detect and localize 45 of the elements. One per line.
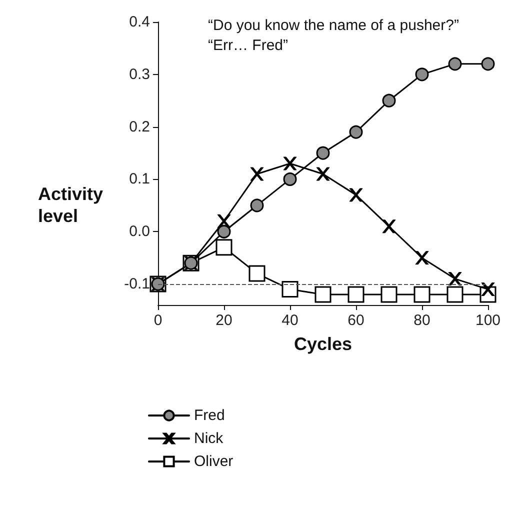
point (415, 68, 429, 82)
x-tick-label: 80 (414, 312, 430, 329)
legend-label: Fred (194, 407, 225, 424)
point (349, 125, 363, 139)
legend-label: Oliver (194, 453, 234, 470)
annotation: “Err… Fred” (208, 37, 288, 54)
point (382, 220, 396, 234)
point (316, 167, 330, 181)
point (217, 224, 231, 238)
y-axis-title: Activity level (38, 184, 104, 226)
point (349, 188, 363, 202)
point (250, 167, 264, 181)
y-tick-label: 0.4 (129, 14, 150, 30)
point (314, 286, 332, 303)
y-tick-label: 0.1 (129, 170, 150, 188)
point (316, 146, 330, 160)
y-tick-label: 0.0 (129, 223, 150, 240)
y-tick-label: 0.2 (129, 118, 150, 136)
point (282, 281, 298, 298)
x-axis-title: Cycles (294, 334, 352, 354)
point (414, 286, 430, 303)
y-tick-label: -0.1 (124, 276, 150, 293)
point (481, 282, 495, 296)
point (446, 286, 464, 303)
point (250, 198, 264, 212)
point (217, 214, 231, 228)
x-tick-label: 0 (154, 312, 162, 329)
point (415, 251, 429, 265)
x-tick-label: 40 (282, 312, 298, 329)
point (348, 286, 364, 303)
y-tick-label: 0.3 (129, 66, 150, 83)
x-tick-label: 20 (216, 312, 232, 329)
point (382, 94, 396, 108)
point (448, 272, 462, 286)
legend-label: Nick (194, 430, 224, 447)
x-tick-label: 60 (348, 312, 364, 329)
point (283, 156, 297, 170)
point (481, 57, 495, 71)
annotation: “Do you know the name of a pusher?” (208, 17, 459, 34)
point (283, 172, 297, 186)
point (248, 265, 266, 282)
x-tick-label: 100 (475, 312, 501, 329)
point (380, 286, 398, 303)
point (448, 57, 462, 71)
point (216, 239, 232, 256)
